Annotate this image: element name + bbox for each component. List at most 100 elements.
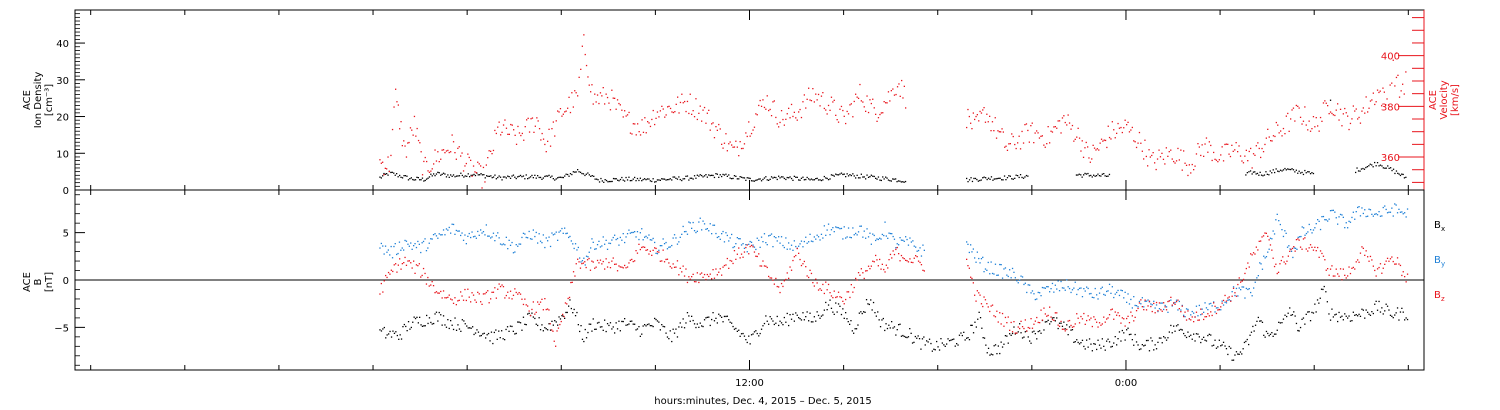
by-point — [849, 236, 851, 238]
by-point — [1244, 297, 1246, 299]
bx-point — [992, 354, 994, 356]
bz-point — [1161, 310, 1163, 312]
velocity-point — [1111, 121, 1113, 123]
bx-point — [768, 323, 770, 325]
bz-point — [663, 261, 666, 263]
bx-point — [805, 316, 807, 318]
velocity-point — [1170, 149, 1172, 151]
by-point — [1312, 229, 1315, 231]
bz-point — [813, 285, 815, 287]
bx-point — [659, 329, 661, 331]
bz-point — [879, 258, 881, 261]
velocity-point — [1058, 120, 1061, 122]
bx-point — [941, 342, 943, 344]
velocity-point — [835, 114, 837, 116]
ion-density-point — [598, 181, 601, 183]
bx-point — [506, 326, 509, 328]
velocity-point — [1096, 148, 1098, 150]
by-point — [1090, 292, 1092, 295]
bx-point — [624, 318, 626, 320]
bx-point — [817, 314, 820, 317]
bz-point — [853, 286, 855, 289]
bx-point — [729, 321, 731, 323]
ion-density-point — [795, 176, 797, 178]
bx-point — [745, 339, 747, 341]
bx-point — [651, 325, 653, 327]
ion-density-point — [1366, 166, 1368, 168]
bx-point — [1394, 314, 1396, 316]
bx-point — [1150, 337, 1152, 339]
velocity-point — [1213, 151, 1215, 154]
bx-point — [568, 305, 570, 307]
ion-density-point — [417, 177, 419, 179]
velocity-point — [397, 104, 399, 106]
bx-point — [1218, 339, 1220, 341]
by-point — [1009, 269, 1011, 271]
ion-density-point — [1078, 173, 1080, 175]
ion-density-point — [547, 175, 549, 177]
bz-point — [517, 293, 519, 295]
bx-point — [1013, 326, 1015, 328]
by-point — [1097, 298, 1099, 300]
by-point — [1144, 300, 1146, 302]
bz-point — [1235, 295, 1238, 297]
bz-point — [793, 256, 795, 258]
bx-point — [1030, 342, 1032, 344]
bz-point — [1271, 249, 1273, 251]
bz-point — [1026, 330, 1028, 332]
by-point — [1344, 227, 1346, 229]
bz-point — [1174, 303, 1176, 305]
bx-point — [1351, 320, 1353, 322]
ion-density-point — [451, 175, 453, 177]
bz-point — [1396, 257, 1399, 259]
by-point — [394, 243, 396, 245]
bz-point — [431, 281, 433, 283]
bz-point — [484, 293, 486, 295]
by-point — [1305, 232, 1308, 235]
b-field-axis-title: ACEB[nT] — [22, 272, 55, 292]
by-point — [495, 235, 497, 237]
by-point — [1342, 216, 1344, 218]
by-point — [401, 247, 403, 249]
ion-density-point — [445, 176, 448, 178]
velocity-point — [1008, 143, 1010, 145]
by-point — [591, 238, 593, 240]
by-point — [1405, 216, 1407, 218]
bz-point — [1027, 326, 1029, 329]
bz-point — [595, 266, 597, 268]
bx-point — [702, 325, 704, 328]
by-point — [903, 240, 905, 242]
bz-point — [628, 262, 630, 264]
ion-density-point — [1269, 170, 1271, 172]
velocity-point — [982, 109, 984, 111]
bz-point — [422, 267, 425, 270]
velocity-point — [748, 121, 750, 123]
bx-point — [527, 313, 529, 315]
by-point — [966, 241, 968, 243]
bx-point — [1067, 334, 1069, 336]
by-point — [1263, 255, 1265, 257]
ion-density-point — [1379, 164, 1382, 166]
bx-point — [923, 336, 925, 338]
velocity-point — [718, 123, 720, 126]
bz-point — [1081, 318, 1084, 320]
velocity-series — [379, 34, 1407, 189]
bz-point — [1307, 250, 1309, 252]
x-tick-label: 12:00 — [735, 378, 764, 389]
velocity-point — [877, 117, 880, 119]
bz-point — [976, 290, 978, 292]
bz-point — [1046, 315, 1048, 317]
by-point — [585, 255, 588, 257]
bz-point — [1076, 313, 1078, 315]
by-point — [584, 264, 586, 266]
ion-density-point — [1097, 173, 1099, 175]
bx-point — [562, 315, 564, 317]
bx-point — [1302, 317, 1305, 319]
bz-point — [609, 267, 612, 269]
by-point — [780, 236, 783, 238]
ion-density-point — [703, 175, 706, 177]
bx-point — [629, 320, 631, 322]
velocity-point — [590, 91, 592, 93]
velocity-point — [1328, 113, 1330, 115]
velocity-point — [701, 120, 703, 122]
